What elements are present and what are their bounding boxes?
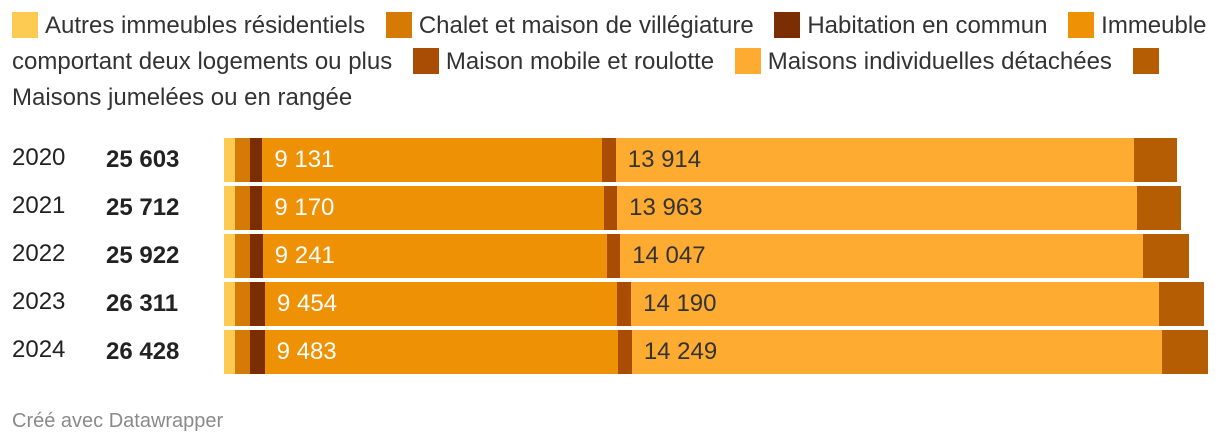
bar-segment bbox=[224, 330, 236, 374]
bar-segment bbox=[262, 186, 604, 230]
data-label: 14 190 bbox=[643, 290, 717, 317]
legend-label: Autres immeubles résidentiels bbox=[45, 12, 366, 39]
data-label: 9 241 bbox=[274, 242, 335, 269]
year-label: 2022 bbox=[12, 240, 66, 267]
bar-row: 2022 25 922 9 241 14 047 bbox=[0, 234, 1220, 278]
bar-row: 2020 25 603 9 131 13 914 bbox=[0, 138, 1220, 182]
bar-segment bbox=[224, 234, 236, 278]
bar-segment bbox=[631, 282, 1160, 326]
bar-segment bbox=[617, 330, 632, 374]
legend-swatch bbox=[412, 48, 439, 74]
bar-segment bbox=[235, 282, 251, 326]
total-label: 25 712 bbox=[106, 194, 180, 221]
bar-segment bbox=[250, 330, 265, 374]
bar-segment bbox=[1143, 234, 1190, 278]
year-label: 2021 bbox=[12, 192, 66, 219]
legend-item: Chalet et maison de villégiature bbox=[385, 12, 754, 39]
legend-item: Maison mobile et roulotte bbox=[412, 48, 715, 75]
bar-segment bbox=[617, 186, 1138, 230]
data-label: 13 963 bbox=[629, 194, 703, 221]
legend-swatch bbox=[1132, 48, 1159, 74]
legend-swatch bbox=[385, 12, 412, 38]
bar-segment bbox=[606, 234, 621, 278]
data-label: 9 170 bbox=[274, 194, 335, 221]
bar-segment bbox=[235, 330, 251, 374]
legend-item: Autres immeubles résidentiels bbox=[12, 12, 365, 39]
bar-segment bbox=[235, 186, 251, 230]
data-label: 9 131 bbox=[274, 146, 335, 173]
bar-segment bbox=[262, 138, 603, 182]
legend-label: Maison mobile et roulotte bbox=[445, 48, 715, 75]
legend-swatch bbox=[12, 12, 38, 38]
data-label: 9 454 bbox=[276, 290, 338, 317]
bar-segment bbox=[616, 282, 632, 326]
bar-segment bbox=[250, 234, 263, 278]
legend-item: Habitation en commun bbox=[774, 12, 1047, 39]
bar-row: 2021 25 712 9 170 13 963 bbox=[0, 186, 1220, 230]
total-label: 25 603 bbox=[106, 146, 180, 173]
data-label: 9 483 bbox=[276, 338, 337, 365]
legend-swatch bbox=[734, 48, 761, 74]
bar-segment bbox=[631, 330, 1163, 374]
legend-item: Immeuble comportant deux logements ou pl… bbox=[12, 12, 1207, 75]
legend-item: Maisons jumelées ou en rangée bbox=[12, 48, 1166, 111]
bar-segment bbox=[264, 330, 618, 374]
legend-label: Immeuble comportant deux logements ou pl… bbox=[12, 12, 1207, 75]
bar-segment bbox=[250, 138, 263, 182]
legend-label: Chalet et maison de villégiature bbox=[418, 12, 754, 39]
bar-segment bbox=[264, 282, 617, 326]
data-label: 14 249 bbox=[643, 338, 718, 365]
legend-label: Maisons jumelées ou en rangée bbox=[12, 84, 353, 111]
bar-segment bbox=[620, 234, 1144, 278]
bar-segment bbox=[224, 282, 236, 326]
bar-segment bbox=[603, 186, 618, 230]
legend-label: Maisons individuelles détachées bbox=[767, 48, 1112, 75]
chart-legend: Autres immeubles résidentiels Chalet et … bbox=[12, 8, 1208, 116]
year-label: 2024 bbox=[12, 336, 66, 363]
bar-segment bbox=[235, 234, 251, 278]
bar-segment bbox=[250, 282, 265, 326]
legend-item: Maisons individuelles détachées bbox=[734, 48, 1112, 75]
bar-segment bbox=[1133, 138, 1178, 182]
bar-row: 2024 26 428 9 483 14 249 bbox=[0, 330, 1220, 374]
credit-text: Créé avec Datawrapper bbox=[12, 410, 224, 432]
data-label: 14 047 bbox=[632, 242, 706, 269]
year-label: 2023 bbox=[12, 288, 66, 315]
bar-segment bbox=[235, 138, 251, 182]
bar-segment bbox=[250, 186, 263, 230]
bar-segment bbox=[224, 138, 236, 182]
total-label: 25 922 bbox=[106, 242, 180, 269]
legend-swatch bbox=[774, 12, 801, 38]
total-label: 26 428 bbox=[106, 338, 180, 365]
bar-segment bbox=[1162, 330, 1208, 374]
data-label: 13 914 bbox=[627, 146, 702, 173]
bar-segment bbox=[1137, 186, 1182, 230]
year-label: 2020 bbox=[12, 144, 66, 171]
legend-swatch bbox=[1068, 12, 1095, 38]
bar-segment bbox=[224, 186, 236, 230]
bar-row: 2023 26 311 9 454 14 190 bbox=[0, 282, 1220, 326]
legend-label: Habitation en commun bbox=[807, 12, 1048, 39]
bar-segment bbox=[615, 138, 1134, 182]
bar-segment bbox=[602, 138, 616, 182]
bar-segment bbox=[262, 234, 607, 278]
total-label: 26 311 bbox=[106, 290, 179, 317]
bar-segment bbox=[1159, 282, 1204, 326]
